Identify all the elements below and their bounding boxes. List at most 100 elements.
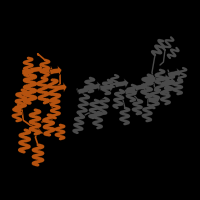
Polygon shape (26, 74, 28, 77)
Polygon shape (122, 112, 124, 115)
Polygon shape (57, 93, 59, 97)
Polygon shape (145, 89, 147, 93)
Polygon shape (139, 105, 140, 108)
Polygon shape (19, 119, 22, 120)
Polygon shape (40, 64, 42, 67)
Polygon shape (135, 85, 137, 88)
Polygon shape (58, 105, 59, 108)
Polygon shape (90, 88, 92, 91)
Polygon shape (21, 135, 23, 138)
Polygon shape (58, 100, 60, 103)
Polygon shape (143, 115, 145, 118)
Polygon shape (141, 100, 143, 103)
Polygon shape (172, 88, 175, 91)
Polygon shape (120, 118, 122, 121)
Polygon shape (106, 106, 109, 107)
Polygon shape (93, 78, 95, 81)
Polygon shape (139, 105, 141, 108)
Polygon shape (99, 117, 101, 121)
Polygon shape (31, 149, 35, 151)
Polygon shape (87, 96, 90, 99)
Polygon shape (157, 40, 160, 42)
Polygon shape (127, 115, 129, 118)
Polygon shape (117, 75, 119, 77)
Polygon shape (163, 71, 165, 73)
Polygon shape (152, 52, 155, 54)
Polygon shape (25, 93, 28, 97)
Polygon shape (181, 81, 184, 82)
Polygon shape (97, 117, 99, 120)
Polygon shape (58, 106, 60, 110)
Polygon shape (167, 95, 169, 98)
Polygon shape (156, 81, 158, 84)
Polygon shape (125, 109, 127, 112)
Polygon shape (164, 45, 165, 48)
Polygon shape (46, 74, 48, 77)
Polygon shape (78, 105, 81, 108)
Polygon shape (44, 71, 46, 74)
Polygon shape (151, 92, 153, 95)
Polygon shape (34, 81, 36, 85)
Polygon shape (32, 155, 35, 158)
Polygon shape (31, 94, 34, 99)
Polygon shape (85, 81, 87, 84)
Polygon shape (92, 84, 93, 87)
Polygon shape (54, 129, 57, 130)
Polygon shape (30, 112, 33, 116)
Polygon shape (122, 119, 124, 122)
Polygon shape (59, 132, 61, 135)
Polygon shape (100, 118, 102, 121)
Polygon shape (26, 129, 28, 133)
Polygon shape (99, 101, 101, 103)
Polygon shape (19, 118, 22, 121)
Polygon shape (132, 93, 134, 96)
Polygon shape (44, 101, 46, 105)
Polygon shape (128, 109, 130, 112)
Polygon shape (160, 52, 163, 53)
Polygon shape (166, 39, 167, 42)
Polygon shape (28, 139, 31, 140)
Polygon shape (122, 96, 124, 99)
Polygon shape (112, 77, 113, 80)
Polygon shape (164, 83, 166, 86)
Polygon shape (165, 91, 168, 94)
Polygon shape (151, 51, 154, 53)
Polygon shape (54, 116, 56, 119)
Polygon shape (158, 49, 161, 52)
Polygon shape (170, 74, 172, 77)
Polygon shape (174, 82, 175, 85)
Polygon shape (164, 84, 166, 87)
Polygon shape (44, 91, 46, 94)
Polygon shape (97, 106, 99, 109)
Polygon shape (27, 93, 30, 98)
Polygon shape (91, 108, 93, 111)
Polygon shape (162, 45, 165, 47)
Polygon shape (151, 100, 153, 103)
Polygon shape (48, 67, 50, 70)
Polygon shape (123, 91, 124, 94)
Polygon shape (135, 101, 137, 105)
Polygon shape (167, 46, 168, 48)
Polygon shape (53, 110, 55, 113)
Polygon shape (38, 124, 41, 126)
Polygon shape (170, 49, 172, 50)
Polygon shape (172, 89, 175, 90)
Polygon shape (30, 65, 32, 68)
Polygon shape (146, 116, 148, 119)
Polygon shape (127, 94, 129, 97)
Polygon shape (74, 118, 77, 120)
Polygon shape (17, 101, 19, 104)
Polygon shape (144, 74, 160, 84)
Polygon shape (96, 120, 97, 123)
Polygon shape (19, 106, 21, 109)
Polygon shape (52, 102, 54, 105)
Polygon shape (180, 92, 183, 94)
Polygon shape (131, 87, 133, 90)
Polygon shape (41, 153, 45, 154)
Polygon shape (43, 68, 44, 71)
Polygon shape (124, 116, 125, 119)
Polygon shape (134, 92, 137, 94)
Polygon shape (62, 135, 64, 139)
Polygon shape (185, 68, 187, 70)
Polygon shape (123, 110, 125, 113)
